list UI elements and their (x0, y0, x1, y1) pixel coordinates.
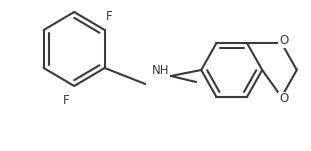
Text: F: F (105, 10, 112, 22)
Text: F: F (63, 93, 69, 106)
Text: NH: NH (152, 64, 169, 77)
Text: O: O (279, 93, 288, 106)
Text: O: O (279, 34, 288, 48)
